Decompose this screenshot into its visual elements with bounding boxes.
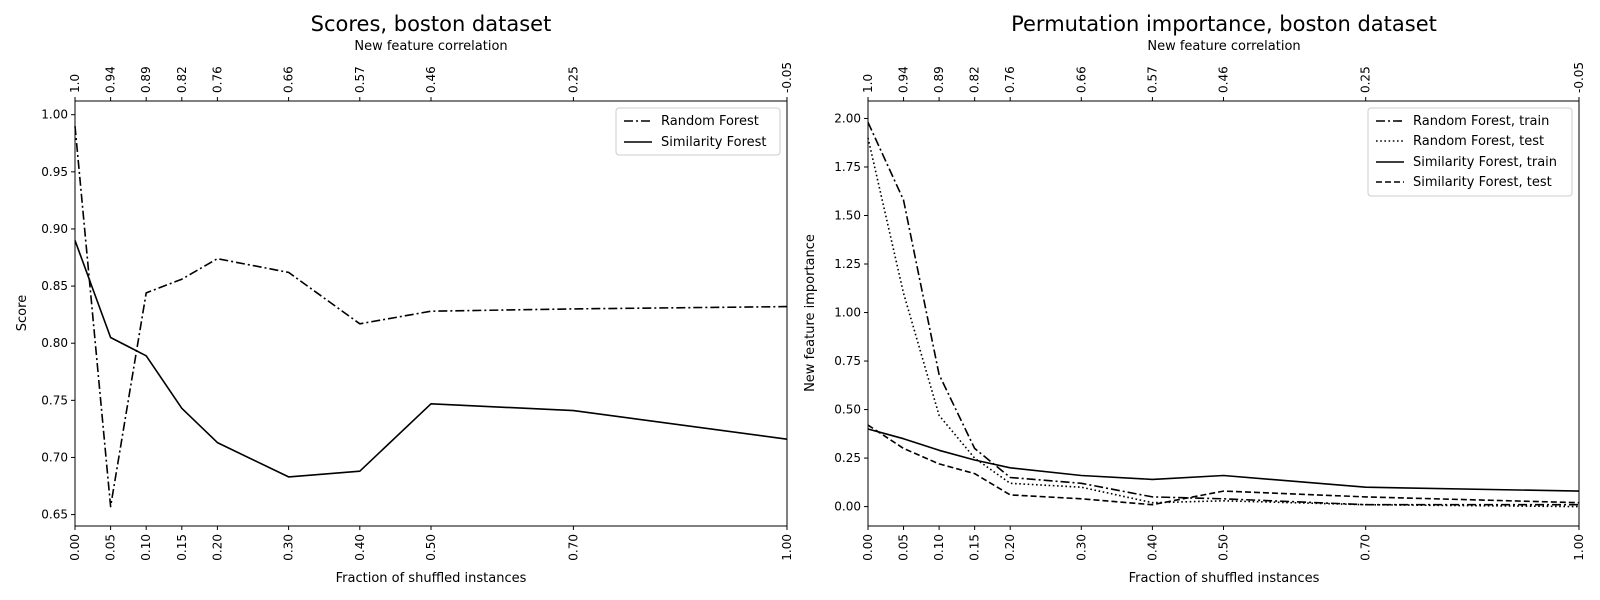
y-tick-label: 0.50 [834, 403, 861, 417]
top-x-axis: 1.0 0.94 0.89 0.82 0.76 0.66 0.57 0.46 0.25 -0.05 [68, 62, 794, 101]
x-tick-label: 0.30 [1074, 534, 1088, 561]
top-tick-label: 0.25 [1359, 66, 1373, 93]
plot-area [74, 126, 788, 508]
x-tick-label: 0.70 [566, 534, 580, 561]
top-x-axis: 1.0 0.94 0.89 0.82 0.76 0.66 0.57 0.46 0.25 -0.05 [861, 62, 1586, 101]
y-axis-label: Score [15, 295, 30, 331]
series-line-random-forest-train [867, 121, 1579, 506]
series-line-similarity-forest-train [867, 428, 1580, 492]
x-axis-label: Fraction of shuffled instances [336, 571, 527, 586]
x-tick-label: 0.40 [353, 534, 367, 561]
y-tick-label: 0.95 [41, 165, 68, 179]
x-tick-label: 1.00 [780, 534, 794, 561]
y-tick-label: 0.65 [41, 508, 68, 522]
y-axis: 0.00 0.25 0.50 0.75 1.00 1.25 1.50 1.75 2.00 [834, 111, 868, 514]
y-tick-label: 0.85 [41, 279, 68, 293]
scores-chart: Scores, boston dataset New feature corre… [15, 12, 794, 586]
x-tick-label: 0.50 [1217, 534, 1231, 561]
x-tick-label: 0.50 [424, 534, 438, 561]
y-tick-label: 0.25 [834, 451, 861, 465]
x-tick-label: 0.70 [1359, 534, 1373, 561]
plot-area [867, 121, 1580, 508]
top-tick-label: 0.94 [897, 66, 911, 93]
top-tick-label: 1.0 [68, 74, 82, 93]
y-tick-label: 0.80 [41, 336, 68, 350]
x-axis: 0.00 0.05 0.10 0.15 0.20 0.30 0.40 0.50 0.70 1.00 [861, 526, 1586, 561]
legend-label-random-forest: Random Forest [661, 114, 759, 129]
top-tick-label: -0.05 [1572, 62, 1586, 93]
top-tick-label: 0.25 [566, 66, 580, 93]
top-tick-label: 1.0 [861, 74, 875, 93]
top-tick-label: 0.66 [282, 66, 296, 93]
x-tick-label: 0.20 [1003, 534, 1017, 561]
y-tick-label: 1.50 [834, 208, 861, 222]
y-tick-label: 1.75 [834, 160, 861, 174]
y-tick-label: 0.00 [834, 500, 861, 514]
legend-label-sf-train: Similarity Forest, train [1413, 155, 1557, 170]
y-tick-label: 2.00 [834, 111, 861, 125]
top-axis-label: New feature correlation [354, 39, 507, 54]
x-tick-label: 1.00 [1572, 534, 1586, 561]
legend: Random Forest Similarity Forest [615, 107, 781, 156]
top-tick-label: 0.89 [139, 66, 153, 93]
top-tick-label: 0.46 [424, 66, 438, 93]
series-line-similarity-forest [74, 240, 788, 478]
x-tick-label: 0.15 [968, 534, 982, 561]
top-tick-label: 0.82 [968, 66, 982, 93]
series-line-random-forest-test [867, 137, 1580, 508]
x-tick-label: 0.10 [932, 534, 946, 561]
x-tick-label: 0.10 [139, 534, 153, 561]
y-axis: 0.65 0.70 0.75 0.80 0.85 0.90 0.95 1.00 [41, 108, 75, 522]
x-tick-label: 0.05 [104, 534, 118, 561]
top-tick-label: 0.76 [1003, 66, 1017, 93]
top-tick-label: 0.82 [175, 66, 189, 93]
x-tick-label: 0.00 [861, 534, 875, 561]
top-axis-label: New feature correlation [1147, 39, 1300, 54]
y-tick-label: 0.75 [41, 393, 68, 407]
chart-title: Permutation importance, boston dataset [1011, 12, 1437, 36]
top-tick-label: 0.57 [1145, 66, 1159, 93]
x-tick-label: 0.00 [68, 534, 82, 561]
legend-label-rf-test: Random Forest, test [1413, 134, 1544, 149]
legend-box [615, 107, 781, 156]
y-tick-label: 1.25 [834, 257, 861, 271]
x-axis-label: Fraction of shuffled instances [1129, 571, 1320, 586]
x-tick-label: 0.40 [1145, 534, 1159, 561]
x-tick-label: 0.30 [282, 534, 296, 561]
top-tick-label: 0.46 [1217, 66, 1231, 93]
top-tick-label: 0.57 [353, 66, 367, 93]
x-tick-label: 0.15 [175, 534, 189, 561]
permutation-importance-chart: Permutation importance, boston dataset N… [803, 12, 1586, 586]
legend-box [1367, 107, 1573, 197]
y-tick-label: 0.90 [41, 222, 68, 236]
x-tick-label: 0.20 [210, 534, 224, 561]
y-tick-label: 0.70 [41, 450, 68, 464]
y-tick-label: 0.75 [834, 354, 861, 368]
series-line-similarity-forest-test [867, 424, 1580, 506]
legend: Random Forest, train Random Forest, test… [1367, 107, 1573, 197]
x-axis: 0.00 0.05 0.10 0.15 0.20 0.30 0.40 0.50 0.70 1.00 [68, 526, 794, 561]
legend-label-sf-test: Similarity Forest, test [1413, 175, 1552, 190]
legend-label-rf-train: Random Forest, train [1413, 114, 1549, 129]
top-tick-label: 0.89 [932, 66, 946, 93]
x-tick-label: 0.05 [897, 534, 911, 561]
chart-title: Scores, boston dataset [311, 12, 552, 36]
top-tick-label: -0.05 [780, 62, 794, 93]
top-tick-label: 0.66 [1074, 66, 1088, 93]
y-axis-label: New feature importance [803, 234, 818, 392]
legend-label-similarity-forest: Similarity Forest [661, 135, 767, 150]
top-tick-label: 0.76 [210, 66, 224, 93]
y-tick-label: 1.00 [834, 306, 861, 320]
series-line-random-forest [74, 126, 788, 508]
top-tick-label: 0.94 [104, 66, 118, 93]
y-tick-label: 1.00 [41, 108, 68, 122]
